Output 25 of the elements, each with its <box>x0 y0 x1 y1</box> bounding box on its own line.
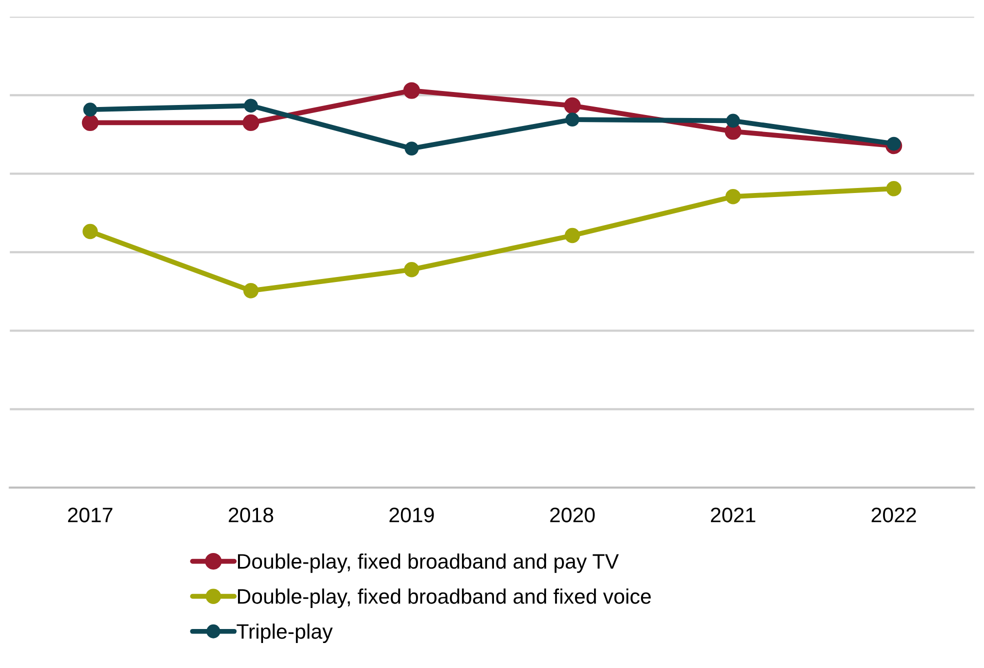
legend-label: Double-play, fixed broadband and fixed voice <box>238 588 651 608</box>
point <box>244 98 258 113</box>
point <box>82 224 98 240</box>
point <box>243 283 259 298</box>
point <box>242 114 260 132</box>
point <box>403 82 420 99</box>
point <box>886 136 901 151</box>
x-tick-label: 2017 <box>68 508 112 522</box>
x-tick-label: 2019 <box>390 508 434 522</box>
point <box>404 262 420 278</box>
legend-label: Double-play, fixed broadband and pay TV <box>238 553 619 573</box>
point <box>725 188 741 204</box>
point <box>564 97 581 114</box>
x-tick-label: 2018 <box>228 508 274 522</box>
point <box>886 180 902 196</box>
point <box>83 102 98 117</box>
legend-label: Triple-play <box>236 624 333 643</box>
point <box>565 112 580 126</box>
point <box>82 114 99 132</box>
x-tick-label: 2022 <box>872 508 916 522</box>
point <box>564 228 580 244</box>
point <box>726 114 740 128</box>
x-tick-label: 2020 <box>550 508 595 522</box>
point <box>404 142 419 156</box>
x-tick-label: 2021 <box>710 508 756 522</box>
